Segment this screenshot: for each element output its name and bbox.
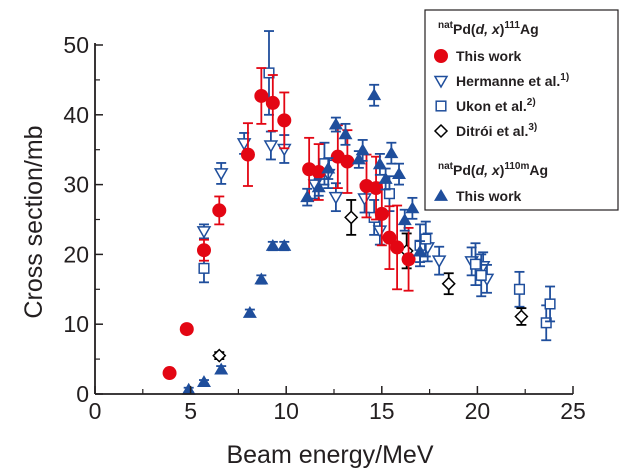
legend-label: This work <box>456 188 522 204</box>
data-point-111ag-ukon-et-al- <box>475 269 487 281</box>
legend-marker <box>435 100 447 112</box>
data-point-111ag-hermanne-et-al- <box>431 255 447 269</box>
data-point-111ag-hermanne-et-al- <box>372 225 388 239</box>
data-point-110mag-this-work <box>254 272 269 285</box>
data-point-111ag-this-work <box>340 154 355 169</box>
legend-label: Ditrói et al.3) <box>456 122 537 139</box>
data-point-111ag-this-work <box>212 203 227 218</box>
data-point-111ag-hermanne-et-al- <box>357 193 372 207</box>
axes: 0 5 10 15 20 25 0 10 20 30 40 50 <box>63 32 585 424</box>
data-point-111ag-hermanne-et-al- <box>213 168 229 181</box>
data-point-111ag-ukon-et-al- <box>420 233 432 245</box>
data-point-111ag-ditr-i-et-al- <box>212 348 227 363</box>
data-point-111ag-ditr-i-et-al- <box>514 309 529 324</box>
y-tick-label: 20 <box>63 241 89 267</box>
data-point-110mag-this-work <box>367 88 382 101</box>
data-point-110mag-this-work <box>328 117 343 130</box>
y-tick-label: 40 <box>63 102 89 128</box>
legend: natPd(d, x)111Ag This work Hermanne et al.… <box>424 9 619 211</box>
data-point-111ag-this-work <box>277 113 292 128</box>
data-point-110mag-this-work <box>397 213 412 226</box>
data-point-110mag-this-work <box>300 190 315 203</box>
data-point-110mag-this-work <box>181 382 196 395</box>
data-point-111ag-this-work <box>179 322 194 337</box>
data-point-111ag-this-work <box>265 95 280 110</box>
data-point-111ag-this-work <box>390 240 405 255</box>
data-point-110mag-this-work <box>214 362 229 375</box>
data-point-110mag-this-work <box>392 167 407 180</box>
data-point-111ag-ditr-i-et-al- <box>344 210 359 225</box>
legend-label: This work <box>456 48 522 64</box>
data-point-111ag-this-work <box>401 252 416 267</box>
data-point-111ag-ukon-et-al- <box>198 262 210 274</box>
data-point-111ag-this-work <box>196 243 211 258</box>
data-point-110mag-this-work <box>338 127 353 140</box>
data-point-111ag-this-work <box>374 206 389 221</box>
legend-marker <box>434 49 448 63</box>
legend-header: natPd(d, x)111Ag <box>438 20 539 37</box>
data-point-110mag-this-work <box>277 239 292 251</box>
data-point-111ag-this-work <box>254 88 269 103</box>
data-point-111ag-this-work <box>311 165 326 180</box>
data-point-111ag-hermanne-et-al- <box>328 191 344 205</box>
x-tick-label: 25 <box>560 398 586 424</box>
x-tick-label: 0 <box>89 398 102 424</box>
data-point-110mag-this-work <box>378 172 393 184</box>
legend-marker <box>434 189 448 201</box>
x-axis-title: Beam energy/MeV <box>226 441 433 469</box>
data-point-111ag-this-work <box>369 181 384 196</box>
legend-label: Ukon et al.2) <box>456 97 536 114</box>
legend-marker <box>433 123 449 139</box>
y-tick-label: 50 <box>63 32 89 58</box>
plot-area <box>162 30 556 395</box>
data-point-110mag-this-work <box>384 146 399 159</box>
data-point-110mag-this-work <box>405 201 420 214</box>
y-tick-label: 10 <box>63 311 89 337</box>
x-tick-label: 20 <box>465 398 491 424</box>
data-point-111ag-ukon-et-al- <box>469 258 482 270</box>
legend-box <box>424 9 619 211</box>
data-point-111ag-ukon-et-al- <box>513 283 526 295</box>
legend-marker <box>433 75 449 89</box>
legend-header: natPd(d, x)110mAg <box>438 161 548 178</box>
data-point-111ag-this-work <box>240 147 255 162</box>
data-point-111ag-this-work <box>162 366 177 381</box>
y-axis-title: Cross section/mb <box>20 125 48 318</box>
data-point-110mag-this-work <box>413 244 428 257</box>
data-point-111ag-ukon-et-al- <box>540 317 552 329</box>
y-tick-label: 0 <box>76 381 89 407</box>
data-point-110mag-this-work <box>311 180 326 193</box>
data-point-111ag-ditr-i-et-al- <box>441 276 456 291</box>
data-point-111ag-hermanne-et-al- <box>263 140 279 154</box>
data-point-111ag-ukon-et-al- <box>263 67 275 79</box>
data-point-110mag-this-work <box>242 306 257 318</box>
y-tick-label: 30 <box>63 172 89 198</box>
x-tick-label: 10 <box>273 398 299 424</box>
data-point-110mag-this-work <box>265 239 280 251</box>
data-point-110mag-this-work <box>355 143 370 156</box>
legend-label: Hermanne et al.1) <box>456 72 569 89</box>
data-point-111ag-ukon-et-al- <box>544 298 556 310</box>
data-point-110mag-this-work <box>372 157 387 170</box>
data-point-110mag-this-work <box>321 161 336 174</box>
x-tick-label: 5 <box>184 398 197 424</box>
data-point-111ag-this-work <box>382 230 397 245</box>
data-point-110mag-this-work <box>196 375 211 388</box>
data-point-111ag-hermanne-et-al- <box>196 226 212 239</box>
x-tick-label: 15 <box>369 398 395 424</box>
